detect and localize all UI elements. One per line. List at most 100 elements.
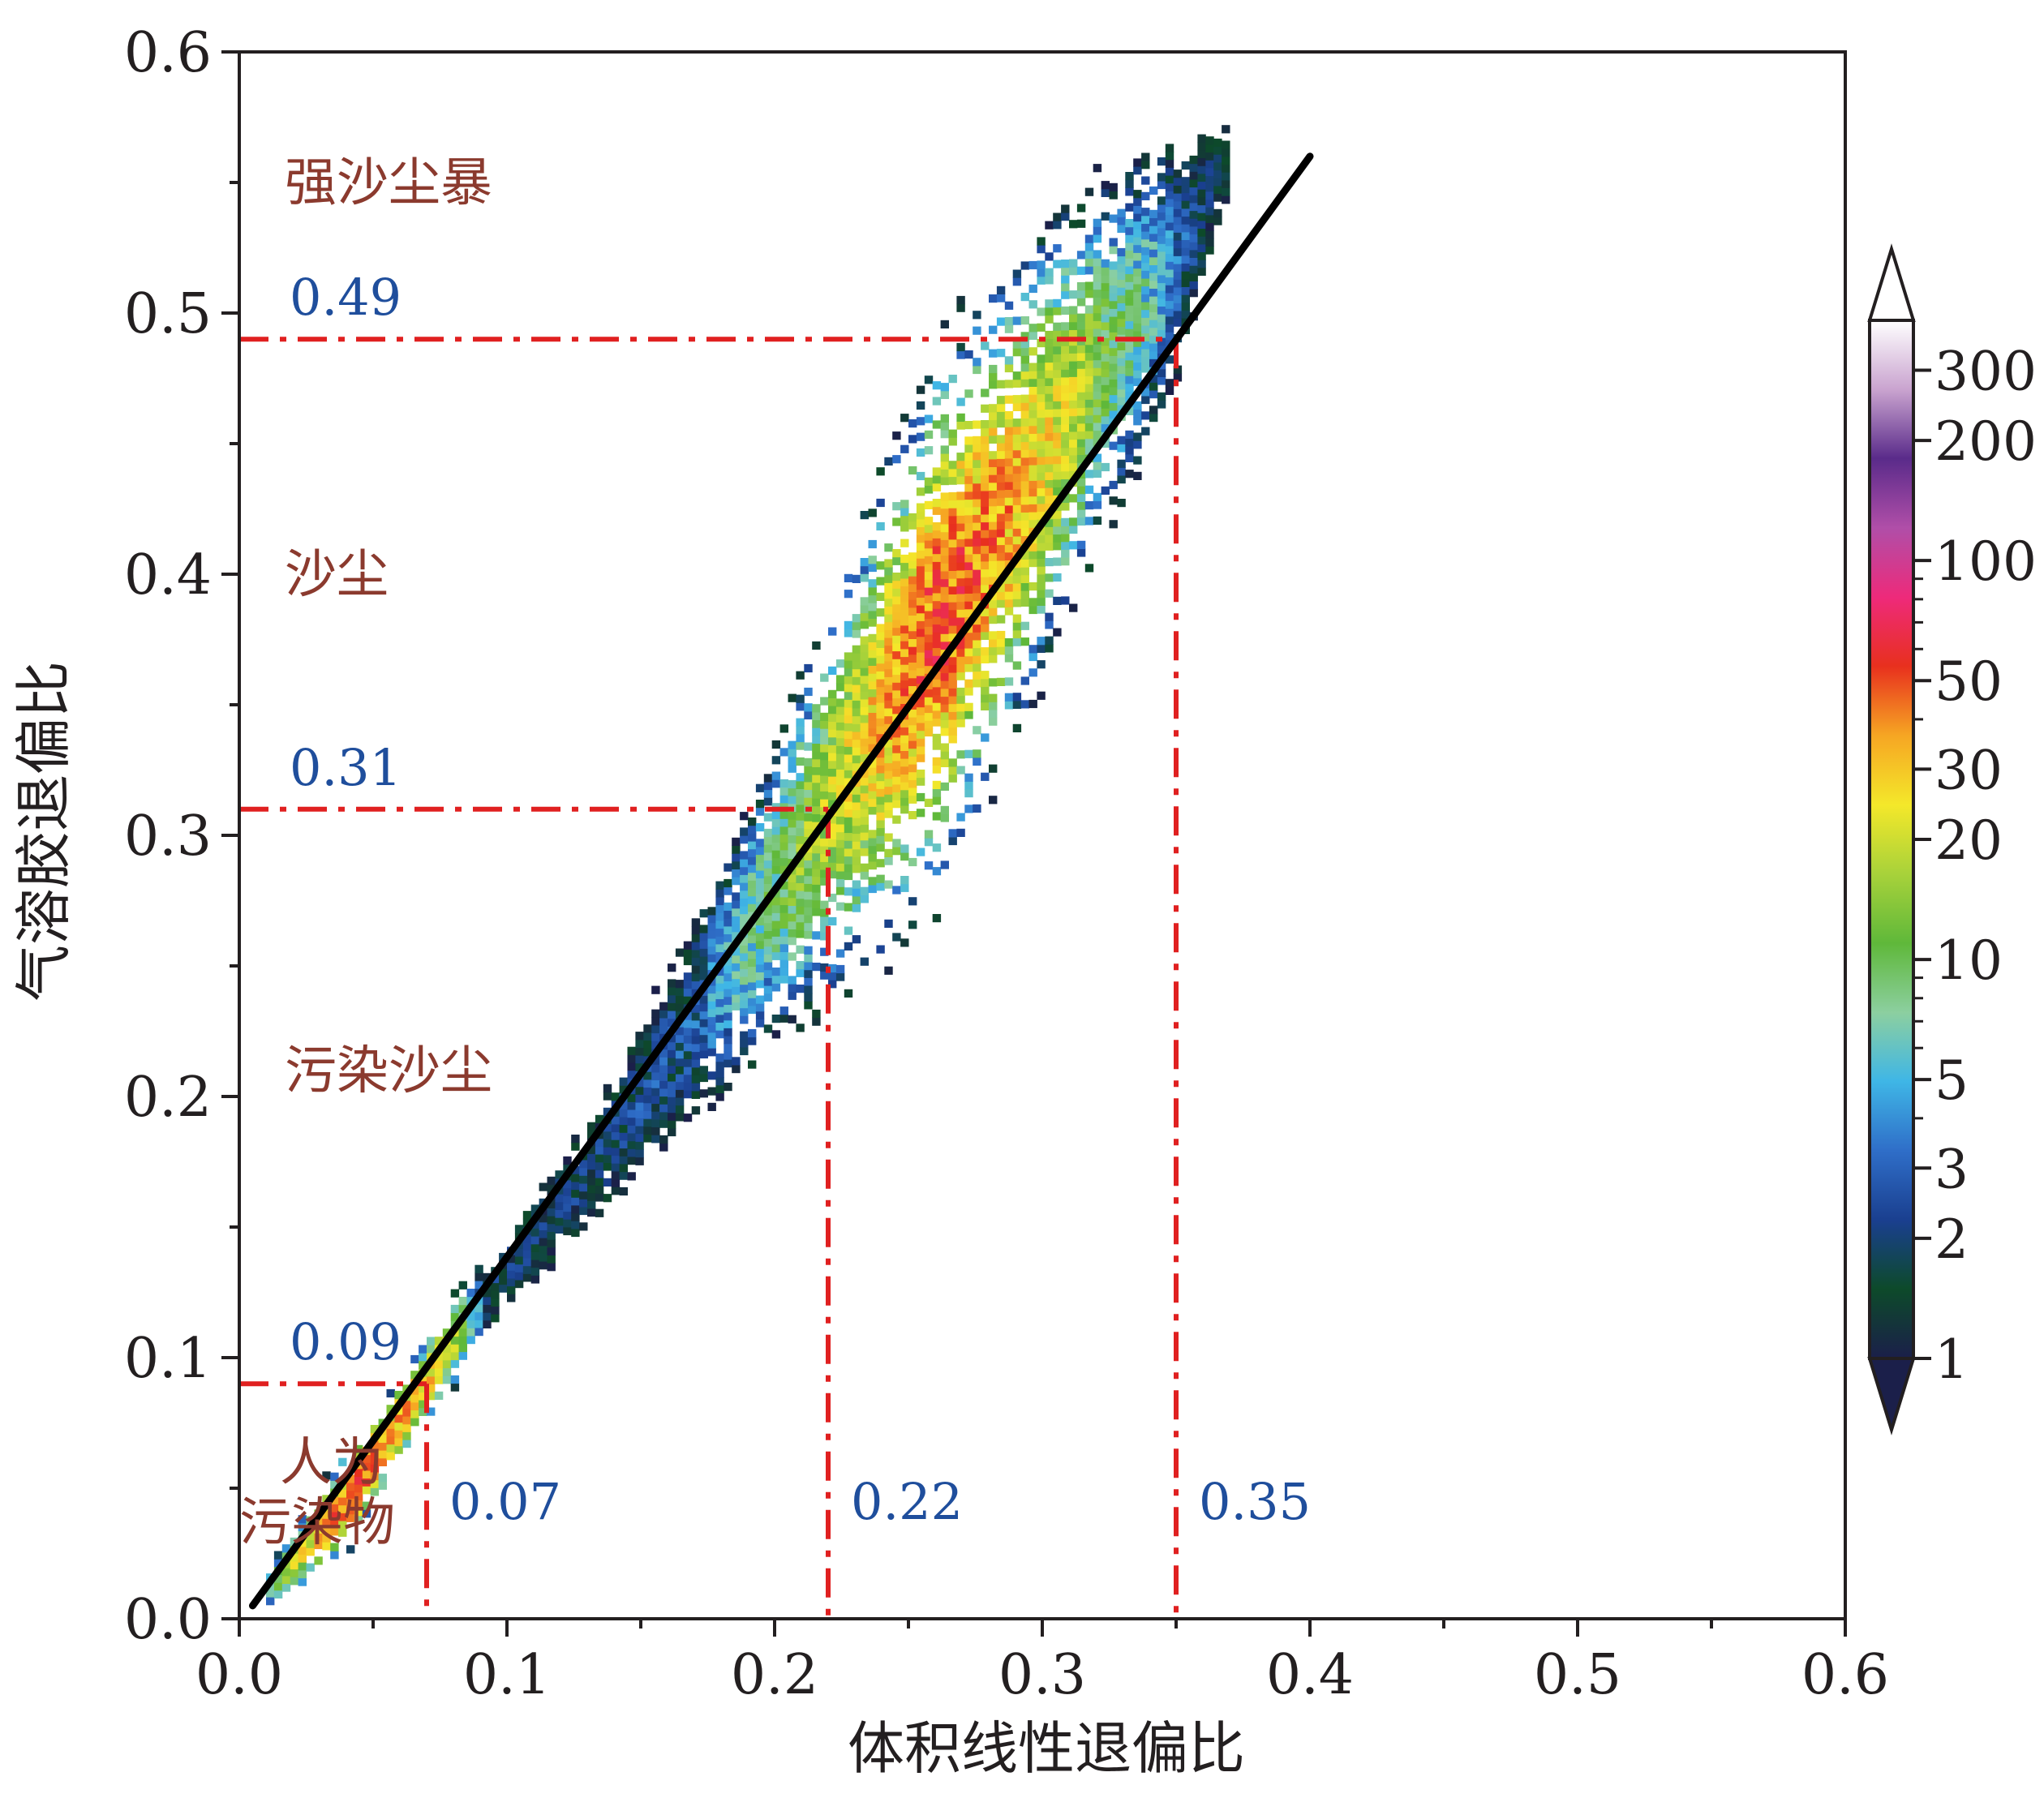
density-cell — [1117, 318, 1126, 327]
density-cell — [948, 649, 957, 658]
density-cell — [1004, 363, 1014, 373]
density-cell — [627, 1070, 636, 1079]
density-cell — [1157, 376, 1166, 385]
density-cell — [1069, 455, 1078, 464]
density-cell — [643, 1024, 652, 1033]
density-cell — [732, 994, 741, 1003]
density-cell — [1012, 489, 1022, 498]
density-cell — [884, 676, 893, 685]
density-cell — [908, 552, 917, 561]
density-cell — [668, 1105, 676, 1114]
density-cell — [948, 774, 957, 783]
density-cell — [900, 742, 909, 751]
density-cell — [948, 461, 957, 470]
density-cell — [1189, 210, 1198, 219]
density-cell — [491, 1314, 500, 1323]
density-cell — [900, 774, 909, 783]
density-cell — [996, 568, 1006, 577]
density-cell — [643, 1079, 652, 1088]
density-cell — [1037, 605, 1046, 614]
density-cell — [835, 839, 845, 848]
density-cell — [916, 706, 925, 715]
density-cell — [266, 1597, 275, 1606]
density-cell — [956, 710, 965, 720]
density-cell — [1109, 402, 1118, 411]
density-cell — [1189, 265, 1198, 274]
density-cell — [740, 960, 749, 969]
density-cell — [884, 762, 893, 771]
density-cell — [844, 620, 853, 629]
density-cell — [884, 645, 893, 654]
density-cell — [1037, 526, 1046, 536]
density-cell — [956, 468, 965, 477]
density-cell — [763, 938, 773, 947]
density-cell — [779, 881, 788, 890]
region-label: 人为 — [280, 1433, 384, 1493]
density-cell — [1109, 261, 1118, 270]
density-cell — [1149, 374, 1158, 383]
density-cell — [1084, 337, 1094, 345]
density-cell — [973, 326, 981, 335]
density-cell — [683, 949, 693, 958]
density-cell — [1181, 161, 1190, 170]
density-cell — [1093, 359, 1102, 368]
density-cell — [956, 342, 965, 352]
density-cell — [1020, 379, 1029, 388]
density-cell — [876, 788, 885, 797]
density-cell — [771, 944, 781, 953]
density-cell — [820, 838, 829, 847]
density-cell — [1213, 217, 1222, 225]
density-cell — [788, 764, 797, 773]
density-cell — [884, 801, 893, 811]
density-cell — [900, 735, 909, 744]
density-cell — [1125, 265, 1134, 275]
density-cell — [940, 727, 949, 736]
density-cell — [844, 793, 853, 802]
density-cell — [1084, 407, 1094, 416]
density-cell — [844, 770, 853, 779]
density-cell — [659, 1018, 668, 1027]
density-cell — [796, 733, 805, 743]
density-cell — [1037, 432, 1046, 442]
density-cell — [491, 1306, 500, 1315]
density-cell — [900, 938, 909, 947]
density-cell — [876, 561, 885, 570]
density-cell — [804, 891, 813, 900]
density-cell — [868, 759, 877, 768]
density-cell — [779, 1014, 788, 1023]
density-cell — [900, 586, 909, 594]
density-cell — [812, 1009, 821, 1019]
density-cell — [1141, 395, 1150, 405]
density-cell — [419, 1407, 427, 1416]
density-cell — [1020, 441, 1029, 450]
density-cell — [1125, 430, 1134, 439]
density-cell — [812, 711, 821, 720]
density-cell — [996, 380, 1006, 388]
density-cell — [1125, 406, 1134, 415]
density-cell — [892, 455, 901, 464]
density-cell — [1061, 400, 1070, 410]
y-tick-label: 0.6 — [124, 21, 212, 85]
density-cell — [1133, 330, 1142, 340]
density-cell — [940, 492, 949, 501]
density-cell — [1157, 227, 1166, 237]
density-cell — [1125, 312, 1134, 322]
density-cell — [828, 753, 837, 762]
density-cell — [852, 833, 861, 842]
density-cell — [740, 1000, 749, 1009]
density-cell — [1173, 287, 1183, 296]
density-cell — [932, 702, 942, 711]
density-cell — [916, 769, 925, 779]
density-cell — [916, 636, 925, 645]
density-cell — [884, 606, 893, 615]
density-cell — [668, 1073, 676, 1082]
density-cell — [755, 916, 765, 926]
density-cell — [948, 570, 957, 579]
density-cell — [884, 574, 893, 583]
density-cell — [522, 1242, 532, 1251]
density-cell — [876, 498, 885, 508]
density-cell — [1037, 566, 1046, 575]
density-cell — [1084, 250, 1094, 260]
density-cell — [1189, 225, 1198, 234]
density-cell — [771, 865, 781, 874]
